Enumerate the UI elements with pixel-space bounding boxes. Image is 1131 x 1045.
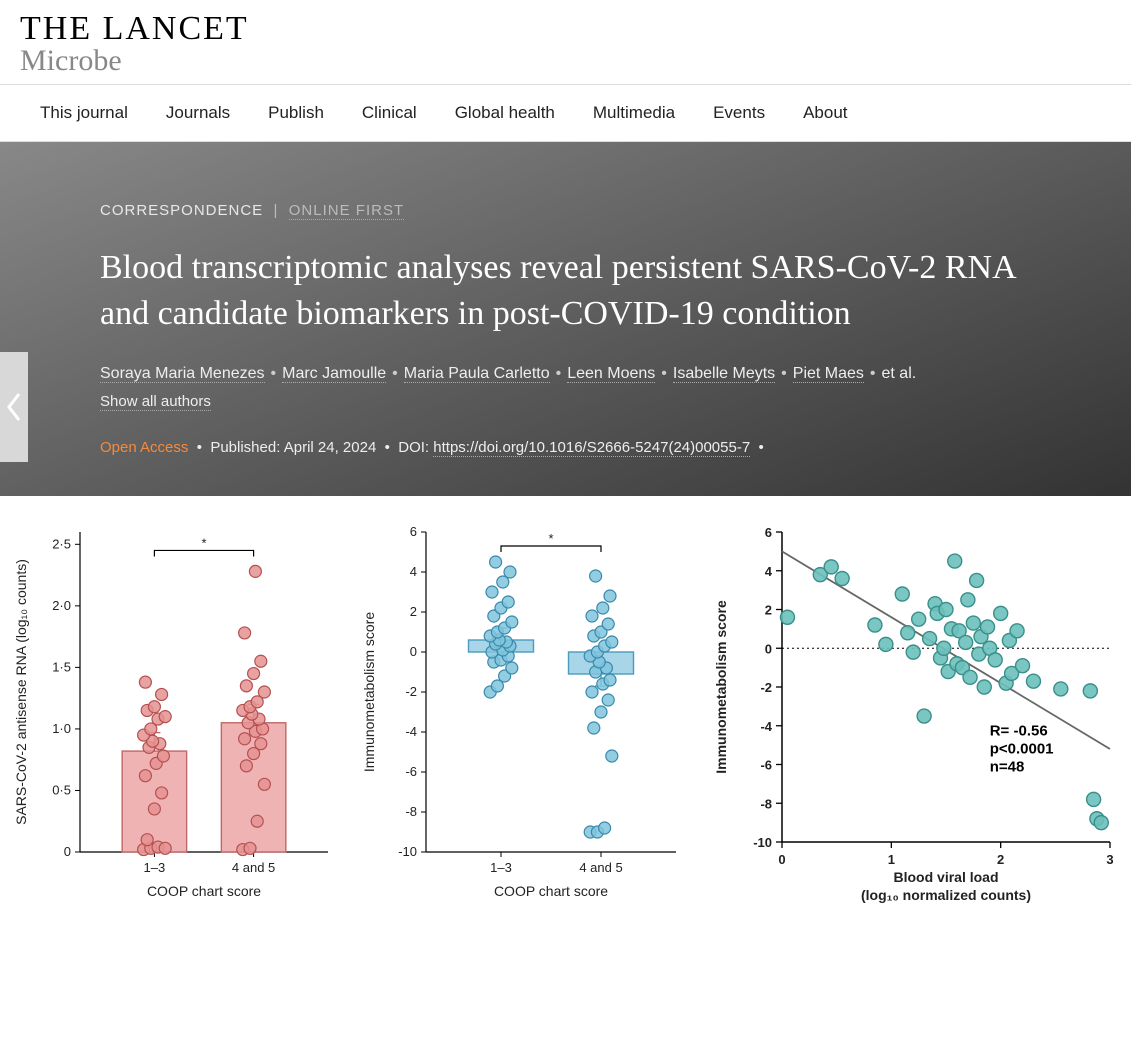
svg-text:-6: -6 bbox=[760, 757, 772, 772]
svg-text:-2: -2 bbox=[405, 684, 417, 699]
article-meta: CORRESPONDENCE | ONLINE FIRST bbox=[100, 202, 1031, 219]
svg-text:(log₁₀ normalized counts): (log₁₀ normalized counts) bbox=[861, 887, 1031, 903]
svg-text:3: 3 bbox=[1106, 852, 1113, 867]
open-access-label: Open Access bbox=[100, 439, 188, 456]
author-link[interactable]: Maria Paula Carletto bbox=[404, 365, 550, 383]
nav-item-this-journal[interactable]: This journal bbox=[40, 103, 128, 123]
svg-text:4 and 5: 4 and 5 bbox=[579, 860, 622, 875]
svg-text:2: 2 bbox=[765, 602, 772, 617]
svg-text:*: * bbox=[201, 535, 206, 550]
journal-subtitle: Microbe bbox=[20, 44, 1111, 78]
author-link[interactable]: Marc Jamoulle bbox=[282, 365, 386, 383]
online-first-badge[interactable]: ONLINE FIRST bbox=[289, 202, 404, 220]
svg-text:COOP chart score: COOP chart score bbox=[147, 883, 261, 899]
published-date: April 24, 2024 bbox=[284, 439, 377, 456]
svg-text:-6: -6 bbox=[405, 764, 417, 779]
author-link[interactable]: Isabelle Meyts bbox=[673, 365, 775, 383]
nav-item-events[interactable]: Events bbox=[713, 103, 765, 123]
svg-text:1·0: 1·0 bbox=[52, 721, 71, 736]
journal-title: THE LANCET bbox=[20, 10, 1111, 48]
svg-text:0·5: 0·5 bbox=[52, 782, 71, 797]
svg-text:2: 2 bbox=[410, 604, 417, 619]
svg-text:-4: -4 bbox=[760, 719, 772, 734]
et-al: et al. bbox=[882, 365, 917, 382]
svg-text:1–3: 1–3 bbox=[490, 860, 512, 875]
publication-line: Open Access • Published: April 24, 2024 … bbox=[100, 439, 1031, 456]
figure-1: 0 0·5 1·0 1·5 2·0 2·5 1–3 4 and 5 * SARS-CoV-2 an… bbox=[8, 514, 348, 914]
svg-text:R= -0.56: R= -0.56 bbox=[990, 722, 1048, 739]
author-link[interactable]: Piet Maes bbox=[793, 365, 864, 383]
svg-text:Immunometabolism score: Immunometabolism score bbox=[361, 611, 377, 771]
figure-3: -10 -8 -6 -4 -2 0 2 4 6 0 1 2 3 R= -0.56p<0.0001n=48 I… bbox=[704, 514, 1131, 914]
svg-text:6: 6 bbox=[410, 524, 417, 539]
svg-text:6: 6 bbox=[765, 525, 772, 540]
author-link[interactable]: Soraya Maria Menezes bbox=[100, 365, 265, 383]
svg-text:-10: -10 bbox=[753, 835, 772, 850]
svg-text:Immunometabolism score: Immunometabolism score bbox=[713, 600, 729, 774]
svg-text:Blood viral load: Blood viral load bbox=[893, 869, 998, 885]
nav-item-about[interactable]: About bbox=[803, 103, 847, 123]
author-list: Soraya Maria Menezes•Marc Jamoulle•Maria… bbox=[100, 365, 1031, 383]
figure-2: -10 -8 -6 -4 -2 0 2 4 6 1–3 4 and 5 * Immunometaboli… bbox=[356, 514, 696, 914]
svg-text:1: 1 bbox=[888, 852, 895, 867]
article-title: Blood transcriptomic analyses reveal per… bbox=[100, 245, 1031, 337]
svg-text:*: * bbox=[548, 531, 553, 546]
author-link[interactable]: Leen Moens bbox=[567, 365, 655, 383]
svg-text:-10: -10 bbox=[398, 844, 417, 859]
svg-text:-8: -8 bbox=[760, 796, 772, 811]
svg-text:0: 0 bbox=[778, 852, 785, 867]
svg-text:1·5: 1·5 bbox=[52, 659, 71, 674]
svg-text:0: 0 bbox=[765, 641, 772, 656]
chevron-left-icon bbox=[5, 392, 23, 422]
prev-arrow-tab[interactable] bbox=[0, 352, 28, 462]
published-label: Published: bbox=[210, 439, 280, 456]
svg-text:-2: -2 bbox=[760, 680, 772, 695]
masthead: THE LANCET Microbe bbox=[0, 0, 1131, 84]
svg-text:-4: -4 bbox=[405, 724, 417, 739]
nav-item-multimedia[interactable]: Multimedia bbox=[593, 103, 675, 123]
nav-item-global-health[interactable]: Global health bbox=[455, 103, 555, 123]
svg-text:2: 2 bbox=[997, 852, 1004, 867]
svg-text:-8: -8 bbox=[405, 804, 417, 819]
nav-item-journals[interactable]: Journals bbox=[166, 103, 230, 123]
show-all-authors-button[interactable]: Show all authors bbox=[100, 393, 211, 411]
svg-text:COOP chart score: COOP chart score bbox=[494, 883, 608, 899]
main-nav: This journal Journals Publish Clinical Globa… bbox=[0, 84, 1131, 142]
nav-item-publish[interactable]: Publish bbox=[268, 103, 324, 123]
nav-item-clinical[interactable]: Clinical bbox=[362, 103, 417, 123]
svg-text:n=48: n=48 bbox=[990, 758, 1025, 775]
article-category: CORRESPONDENCE bbox=[100, 202, 263, 219]
svg-text:4: 4 bbox=[410, 564, 417, 579]
svg-text:0: 0 bbox=[410, 644, 417, 659]
figure-row: 0 0·5 1·0 1·5 2·0 2·5 1–3 4 and 5 * SARS-CoV-2 an… bbox=[0, 496, 1131, 924]
doi-link[interactable]: https://doi.org/10.1016/S2666-5247(24)00… bbox=[433, 439, 750, 457]
svg-text:SARS-CoV-2 antisense RNA (log₁: SARS-CoV-2 antisense RNA (log₁₀ counts) bbox=[13, 559, 29, 825]
article-hero: CORRESPONDENCE | ONLINE FIRST Blood tran… bbox=[0, 142, 1131, 496]
doi-label: DOI: bbox=[398, 439, 429, 456]
svg-text:2·0: 2·0 bbox=[52, 598, 71, 613]
svg-text:p<0.0001: p<0.0001 bbox=[990, 740, 1054, 757]
svg-text:4 and 5: 4 and 5 bbox=[232, 860, 275, 875]
svg-text:1–3: 1–3 bbox=[144, 860, 166, 875]
svg-text:4: 4 bbox=[765, 564, 773, 579]
svg-text:0: 0 bbox=[64, 844, 71, 859]
svg-text:2·5: 2·5 bbox=[52, 536, 71, 551]
